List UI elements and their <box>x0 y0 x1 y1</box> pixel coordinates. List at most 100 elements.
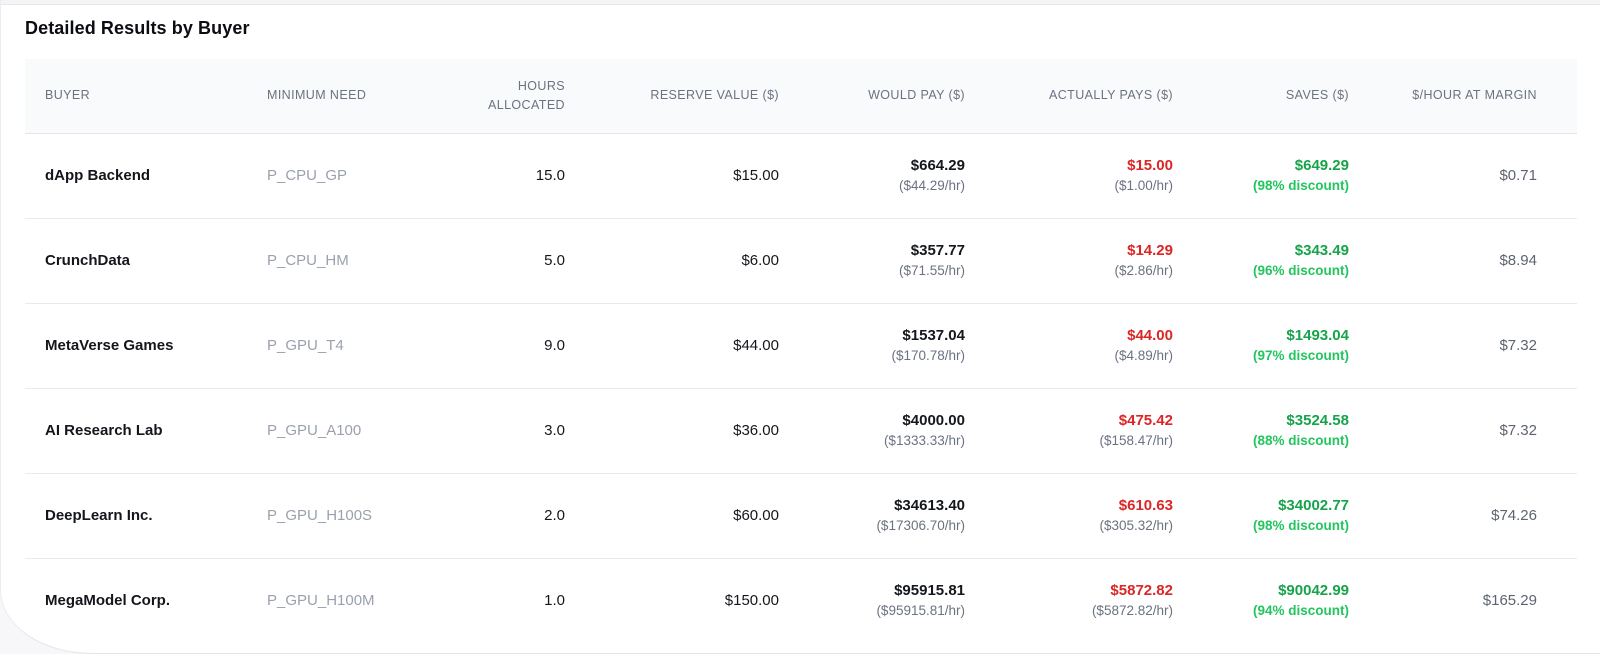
would-pay-rate: ($95915.81/hr) <box>876 603 965 619</box>
saves-cell: $3524.58 (88% discount) <box>1173 388 1349 473</box>
actually-pays-rate: ($5872.82/hr) <box>1091 603 1173 619</box>
buyer-cell: MegaModel Corp. <box>45 592 171 610</box>
saves-amount: $90042.99 <box>1278 582 1349 600</box>
saves-amount: $1493.04 <box>1286 327 1349 345</box>
saves-discount: (94% discount) <box>1252 603 1349 619</box>
col-header-minimum-need: MINIMUM NEED <box>247 59 447 133</box>
actually-pays-rate: ($4.89/hr) <box>1114 348 1173 364</box>
hours-allocated-cell: 1.0 <box>544 592 565 610</box>
would-pay-cell: $34613.40 ($17306.70/hr) <box>803 473 965 558</box>
hours-allocated-cell: 15.0 <box>535 167 565 184</box>
reserve-value-cell: $60.00 <box>733 507 779 524</box>
table-row: AI Research Lab P_GPU_A100 3.0 $36.00 $4… <box>25 388 1577 473</box>
actually-pays-amount: $475.42 <box>1118 412 1173 430</box>
hours-allocated-cell: 2.0 <box>544 507 565 524</box>
reserve-value-cell: $150.00 <box>724 592 779 610</box>
saves-amount: $343.49 <box>1294 242 1349 260</box>
minimum-need-cell: P_GPU_T4 <box>267 337 344 354</box>
saves-amount: $34002.77 <box>1278 497 1349 515</box>
would-pay-amount: $664.29 <box>910 157 965 175</box>
margin-cell: $74.26 <box>1491 507 1537 524</box>
would-pay-cell: $4000.00 ($1333.33/hr) <box>803 388 965 473</box>
reserve-value-cell: $44.00 <box>733 337 779 354</box>
would-pay-amount: $4000.00 <box>902 412 965 430</box>
saves-amount: $649.29 <box>1294 157 1349 175</box>
would-pay-cell: $664.29 ($44.29/hr) <box>803 133 965 218</box>
col-header-saves: SAVES ($) <box>1173 59 1349 133</box>
col-header-actually-pays: ACTUALLY PAYS ($) <box>965 59 1173 133</box>
table-row: dApp Backend P_CPU_GP 15.0 $15.00 $664.2… <box>25 133 1577 218</box>
margin-cell: $0.71 <box>1499 167 1537 184</box>
hours-allocated-cell: 5.0 <box>544 252 565 269</box>
would-pay-rate: ($170.78/hr) <box>891 348 965 364</box>
buyer-cell: DeepLearn Inc. <box>45 507 153 524</box>
would-pay-amount: $357.77 <box>910 242 965 260</box>
actually-pays-amount: $610.63 <box>1118 497 1173 515</box>
table-row: DeepLearn Inc. P_GPU_H100S 2.0 $60.00 $3… <box>25 473 1577 558</box>
saves-cell: $90042.99 (94% discount) <box>1173 558 1349 643</box>
saves-cell: $1493.04 (97% discount) <box>1173 303 1349 388</box>
would-pay-rate: ($71.55/hr) <box>898 263 965 279</box>
margin-cell: $7.32 <box>1499 337 1537 354</box>
saves-discount: (98% discount) <box>1252 518 1349 534</box>
col-header-margin: $/HOUR AT MARGIN <box>1349 59 1577 133</box>
saves-amount: $3524.58 <box>1286 412 1349 430</box>
saves-discount: (96% discount) <box>1252 263 1349 279</box>
margin-cell: $8.94 <box>1499 252 1537 269</box>
actually-pays-cell: $44.00 ($4.89/hr) <box>965 303 1173 388</box>
page-title: Detailed Results by Buyer <box>25 18 250 38</box>
would-pay-cell: $357.77 ($71.55/hr) <box>803 218 965 303</box>
actually-pays-amount: $15.00 <box>1127 157 1173 175</box>
header-row: BUYER MINIMUM NEED HOURS ALLOCATED RESER… <box>25 59 1577 133</box>
would-pay-rate: ($1333.33/hr) <box>883 433 965 449</box>
buyer-cell: AI Research Lab <box>45 422 163 439</box>
minimum-need-cell: P_GPU_H100M <box>267 592 375 610</box>
would-pay-cell: $1537.04 ($170.78/hr) <box>803 303 965 388</box>
actually-pays-rate: ($158.47/hr) <box>1099 433 1173 449</box>
actually-pays-amount: $14.29 <box>1127 242 1173 260</box>
actually-pays-cell: $610.63 ($305.32/hr) <box>965 473 1173 558</box>
margin-cell: $165.29 <box>1482 592 1537 610</box>
would-pay-amount: $95915.81 <box>894 582 965 600</box>
saves-cell: $343.49 (96% discount) <box>1173 218 1349 303</box>
buyer-results-table: BUYER MINIMUM NEED HOURS ALLOCATED RESER… <box>25 59 1577 643</box>
hours-allocated-cell: 9.0 <box>544 337 565 354</box>
actually-pays-cell: $475.42 ($158.47/hr) <box>965 388 1173 473</box>
buyer-cell: CrunchData <box>45 252 131 269</box>
saves-discount: (97% discount) <box>1252 348 1349 364</box>
minimum-need-cell: P_CPU_GP <box>267 167 348 184</box>
minimum-need-cell: P_GPU_A100 <box>267 422 362 439</box>
table-row: MegaModel Corp. P_GPU_H100M 1.0 $150.00 … <box>25 558 1577 643</box>
minimum-need-cell: P_GPU_H100S <box>267 507 373 524</box>
would-pay-rate: ($17306.70/hr) <box>876 518 965 534</box>
would-pay-rate: ($44.29/hr) <box>898 178 965 194</box>
col-header-buyer: BUYER <box>25 59 247 133</box>
table-header: BUYER MINIMUM NEED HOURS ALLOCATED RESER… <box>25 59 1577 133</box>
table-row: MetaVerse Games P_GPU_T4 9.0 $44.00 $153… <box>25 303 1577 388</box>
saves-cell: $34002.77 (98% discount) <box>1173 473 1349 558</box>
table-row: CrunchData P_CPU_HM 5.0 $6.00 $357.77 ($… <box>25 218 1577 303</box>
actually-pays-cell: $15.00 ($1.00/hr) <box>965 133 1173 218</box>
reserve-value-cell: $15.00 <box>733 167 779 184</box>
reserve-value-cell: $6.00 <box>741 252 779 269</box>
saves-cell: $649.29 (98% discount) <box>1173 133 1349 218</box>
buyer-cell: MetaVerse Games <box>45 337 174 354</box>
reserve-value-cell: $36.00 <box>733 422 779 439</box>
table-body: dApp Backend P_CPU_GP 15.0 $15.00 $664.2… <box>25 133 1577 643</box>
actually-pays-rate: ($1.00/hr) <box>1114 178 1173 194</box>
actually-pays-rate: ($2.86/hr) <box>1114 263 1173 279</box>
col-header-would-pay: WOULD PAY ($) <box>803 59 965 133</box>
minimum-need-cell: P_CPU_HM <box>267 252 349 269</box>
saves-discount: (98% discount) <box>1252 178 1349 194</box>
actually-pays-cell: $14.29 ($2.86/hr) <box>965 218 1173 303</box>
margin-cell: $7.32 <box>1499 422 1537 439</box>
top-divider-strip <box>1 0 1600 5</box>
would-pay-amount: $34613.40 <box>894 497 965 515</box>
col-header-hours-allocated: HOURS ALLOCATED <box>447 59 565 133</box>
actually-pays-rate: ($305.32/hr) <box>1099 518 1173 534</box>
hours-allocated-cell: 3.0 <box>544 422 565 439</box>
actually-pays-amount: $5872.82 <box>1110 582 1173 600</box>
actually-pays-amount: $44.00 <box>1127 327 1173 345</box>
col-header-reserve-value: RESERVE VALUE ($) <box>565 59 803 133</box>
